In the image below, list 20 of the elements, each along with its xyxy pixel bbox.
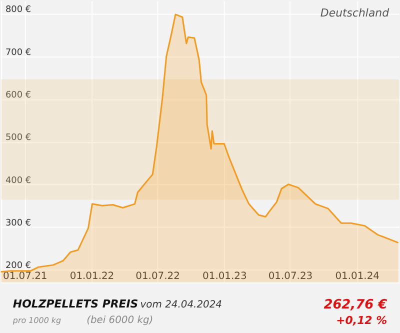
text: (bei 6000 kg) xyxy=(86,315,154,326)
annotation: Deutschland xyxy=(320,6,390,20)
text: pro 1000 kg xyxy=(12,316,62,326)
x-tick-label: 01.07.23 xyxy=(268,270,313,282)
text: 262,76 € xyxy=(324,297,388,312)
y-tick-label: 200 € xyxy=(5,261,32,272)
y-tick-label: 400 € xyxy=(5,176,32,186)
text: vom 24.04.2024 xyxy=(140,299,222,310)
x-tick-label: 01.07.21 xyxy=(2,270,48,282)
y-tick-label: 300 € xyxy=(5,218,32,228)
x-tick-label: 01.01.22 xyxy=(70,270,114,282)
x-tick-label: 01.01.24 xyxy=(335,270,380,282)
y-tick-label: 500 € xyxy=(5,133,32,144)
y-tick-label: 700 € xyxy=(5,48,32,58)
x-tick-label: 01.07.22 xyxy=(136,270,180,282)
x-tick-label: 01.01.23 xyxy=(202,270,247,282)
text: HOLZPELLETS PREIS xyxy=(12,297,138,310)
text: +0,12 % xyxy=(336,314,388,328)
y-tick-label: 800 € xyxy=(5,5,32,16)
y-tick-label: 600 € xyxy=(5,90,32,100)
